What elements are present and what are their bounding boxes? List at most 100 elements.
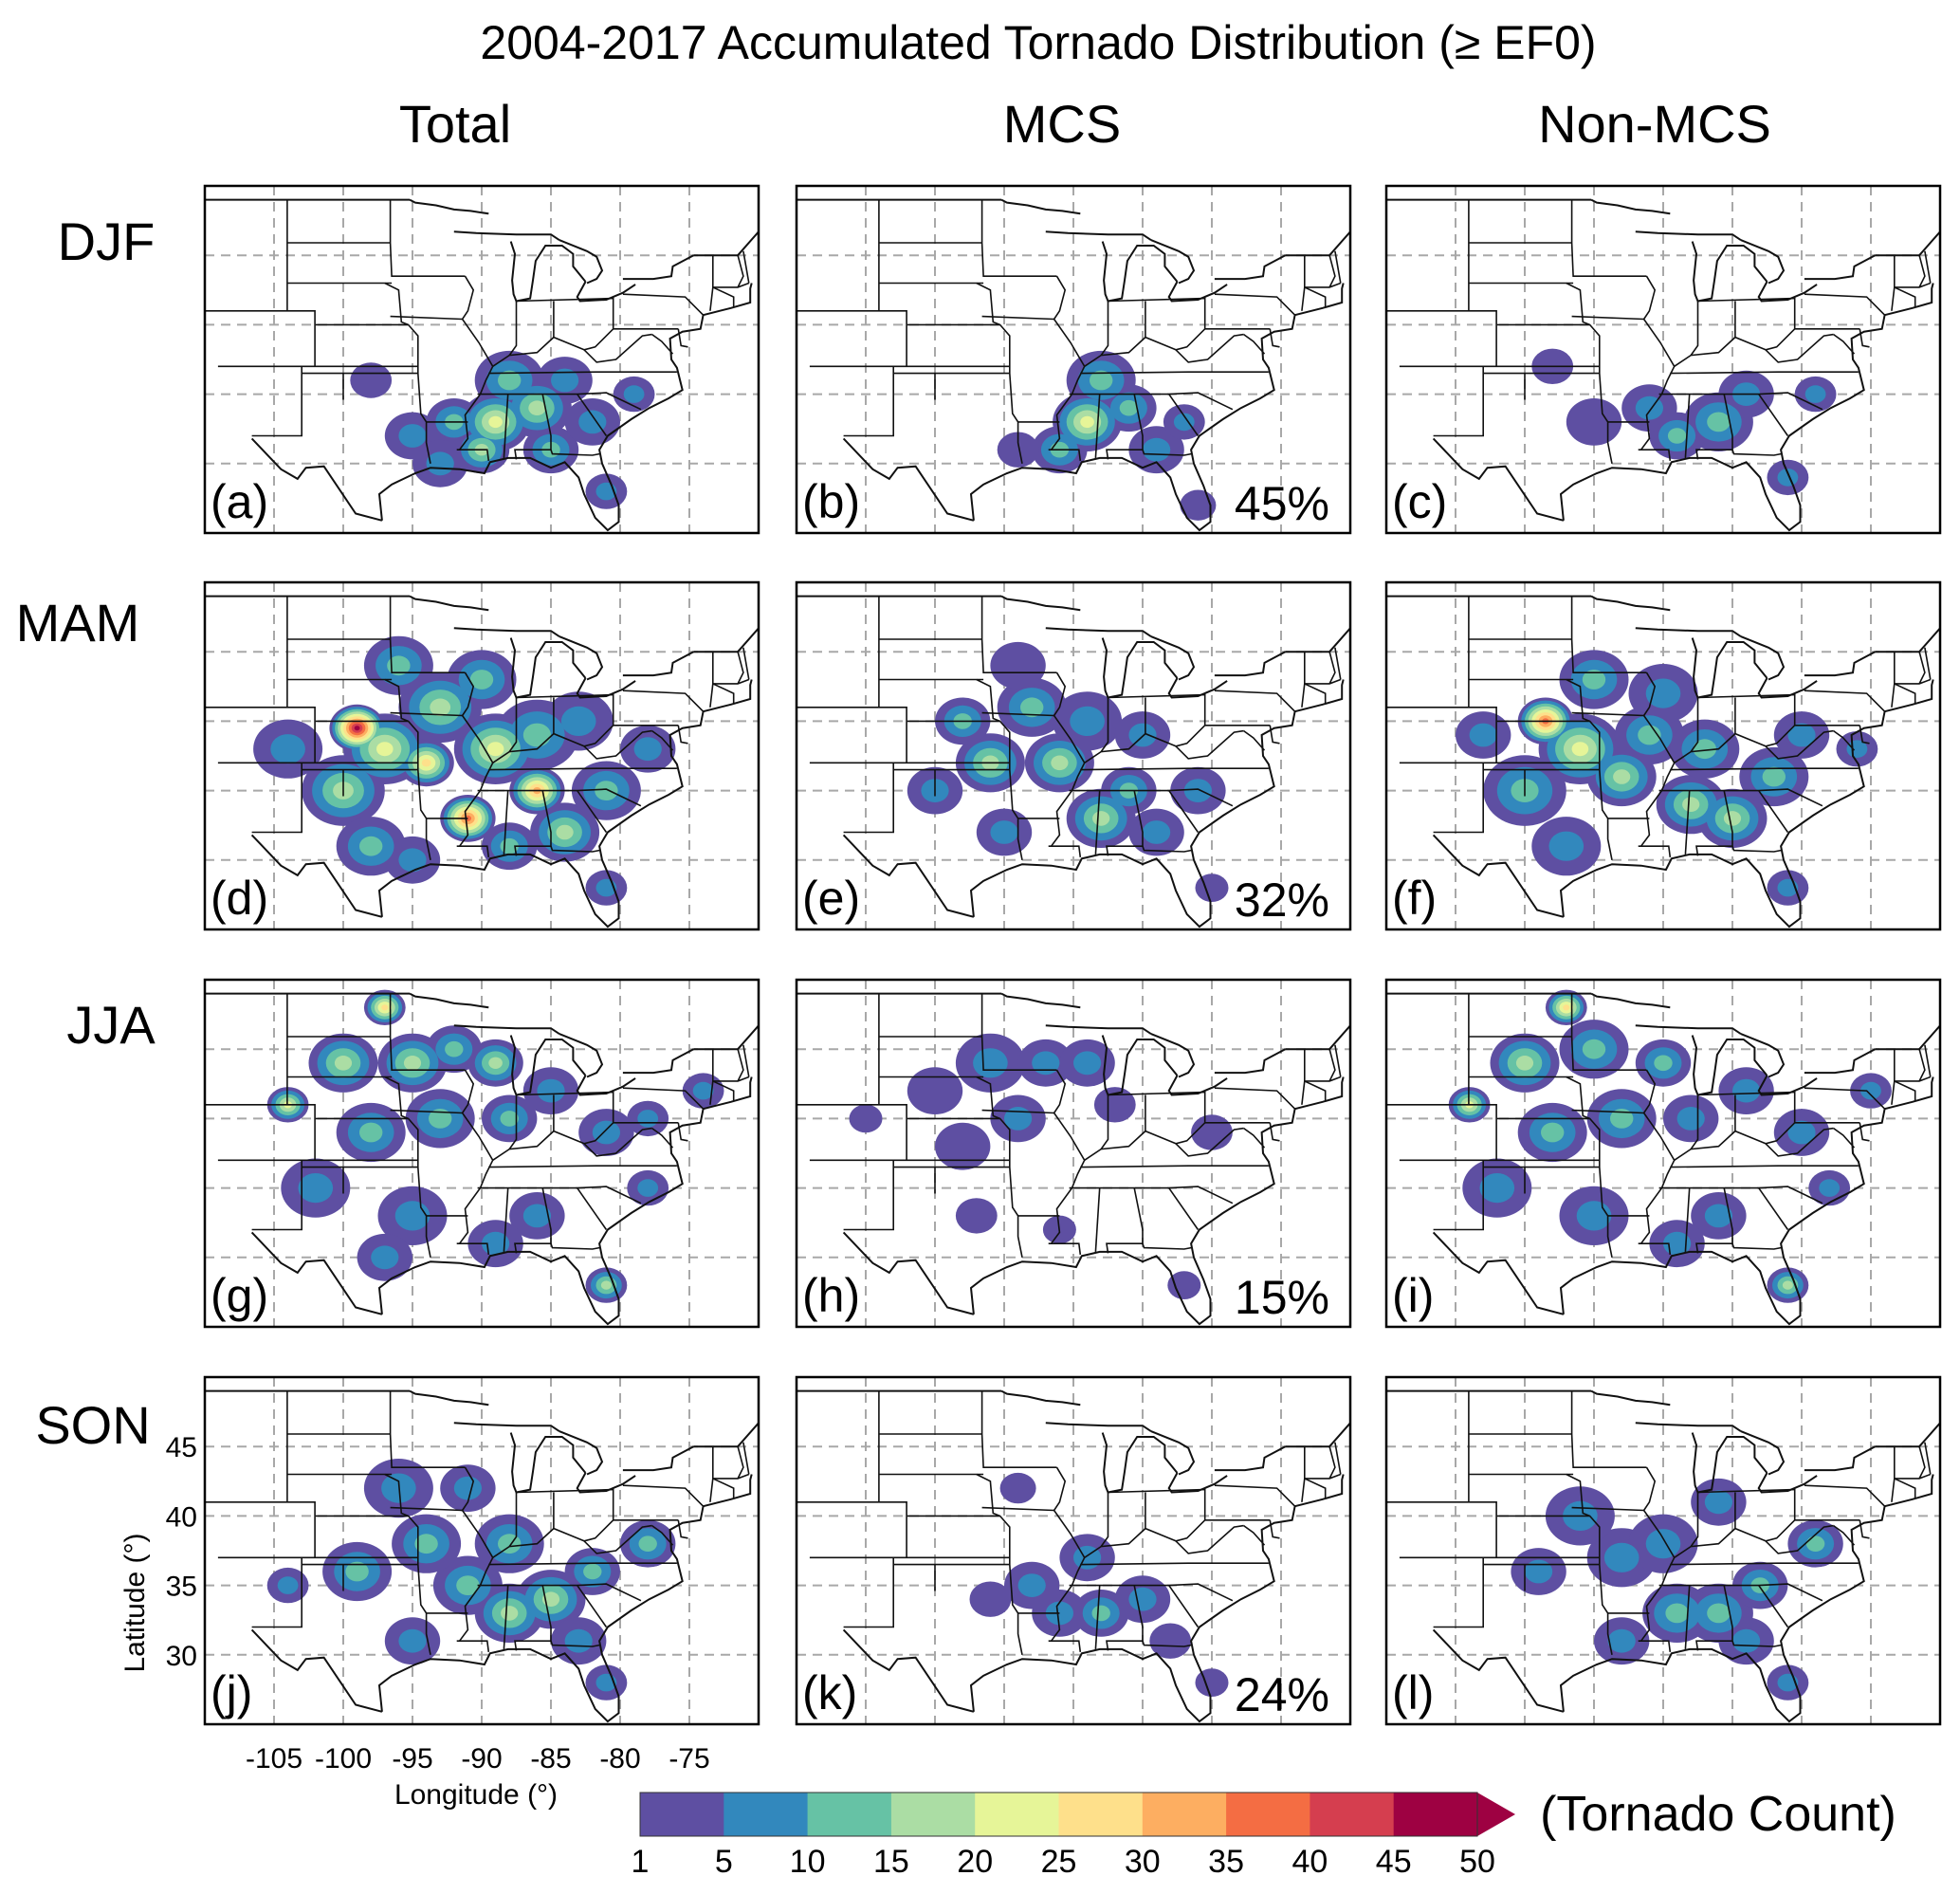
coastline [693, 626, 759, 653]
row-headers: DJF MAM JJA SON [16, 211, 156, 1455]
state-border [1100, 1094, 1109, 1150]
state-border [1048, 1242, 1082, 1256]
state-boundaries [1386, 1389, 1940, 1723]
state-border [1764, 328, 1834, 363]
state-border [1833, 333, 1856, 355]
state-border [1690, 697, 1699, 753]
state-border [1048, 845, 1082, 858]
coastline [1875, 1023, 1940, 1051]
state-border [1570, 1390, 1647, 1468]
map-panel-h: (h) 15% [795, 978, 1352, 1329]
coastline [1559, 679, 1934, 929]
state-border [577, 790, 608, 833]
state-border [622, 293, 705, 316]
state-border [980, 993, 1057, 1071]
column-headers: Total MCS Non-MCS [399, 94, 1771, 154]
density-contour-level-3 [1667, 428, 1687, 444]
coastline [1285, 1421, 1350, 1448]
panel-frame [795, 580, 1352, 931]
state-border [1697, 693, 1795, 699]
state-border [1690, 301, 1699, 357]
state-border [577, 1585, 608, 1627]
state-border [1684, 1187, 1691, 1252]
state-border [492, 336, 585, 367]
colorbar-swatch [1058, 1793, 1144, 1836]
state-border [843, 1160, 894, 1231]
state-border [1833, 1127, 1856, 1149]
density-contour-level-3 [1762, 766, 1786, 787]
colorbar-swatch [724, 1793, 809, 1836]
state-border [651, 333, 674, 355]
map-axes: Longitude (°) Latitude (°) -105 -100 -95 -9… [119, 1432, 710, 1811]
density-contour-level-2 [623, 385, 645, 403]
density-contour-level-5 [1571, 742, 1589, 757]
state-border [1334, 1442, 1342, 1475]
state-border [1214, 1087, 1296, 1110]
density-contour-level-3 [583, 1563, 602, 1580]
density-contour-level-2 [1017, 1573, 1046, 1597]
density-contour-level-2 [270, 734, 305, 764]
density-contour-level-3 [500, 1111, 519, 1127]
density-contour-level-2 [564, 1628, 593, 1653]
state-border [980, 199, 1057, 277]
state-border [1638, 449, 1672, 462]
state-border [1764, 1122, 1834, 1157]
density-contour-level-3 [522, 723, 552, 747]
density-contour-level-2 [1607, 1628, 1636, 1653]
coastline [693, 230, 759, 257]
state-border [1670, 371, 1859, 375]
density-contour-level-10 [354, 726, 360, 731]
state-border [742, 1442, 750, 1475]
colorbar-swatch [1226, 1793, 1310, 1836]
coastline [509, 637, 587, 699]
coastline [1101, 1035, 1179, 1096]
coastline [1432, 1628, 1565, 1713]
colorbar: (Tornado Count) 1 5 10 15 20 25 30 35 40 45 50 [632, 1787, 1896, 1880]
state-border [1924, 647, 1932, 680]
colorbar-tick-label: 5 [715, 1844, 733, 1880]
colorbar-swatch [1393, 1793, 1478, 1836]
state-border [1571, 1109, 1644, 1114]
state-border [981, 711, 1054, 717]
state-border [516, 693, 614, 699]
coastline [842, 437, 975, 522]
colorbar-tick-label: 25 [1041, 1844, 1077, 1880]
density-contour-level-2 [990, 820, 1018, 844]
density-contour-level-2 [1804, 385, 1826, 403]
coastline [1757, 677, 1818, 699]
coastline [1214, 254, 1286, 281]
coastline [1757, 1075, 1818, 1096]
coastline [1740, 1430, 1786, 1476]
state-border [577, 394, 608, 436]
density-contour-level-3 [498, 1534, 522, 1554]
state-border [390, 711, 463, 717]
density-contour-level-2 [277, 1576, 299, 1594]
state-border [1758, 1187, 1789, 1230]
state-border [980, 596, 1057, 673]
state-border [1433, 1557, 1484, 1628]
x-tick-label: -85 [530, 1743, 571, 1774]
panel-label-b: (b) [802, 475, 860, 528]
state-border [1758, 394, 1789, 436]
tornado-density-field [253, 635, 676, 906]
coastline [842, 1231, 975, 1315]
state-border [1571, 1506, 1644, 1512]
density-contour-level-2 [560, 706, 596, 737]
row-header-son: SON [35, 1395, 150, 1455]
coastline [559, 1033, 604, 1078]
density-contour-level-5 [376, 742, 394, 757]
column-header-non-mcs: Non-MCS [1538, 94, 1771, 154]
state-border [488, 1562, 677, 1566]
density-contour-level-3 [456, 1575, 480, 1595]
density-contour-level-3 [1582, 1039, 1606, 1059]
density-contour-level-2 [1548, 831, 1584, 861]
tornado-density-field [1456, 650, 1878, 906]
coastline [1150, 1430, 1196, 1476]
coastline [1285, 230, 1350, 257]
state-border [1386, 707, 1497, 763]
density-contour-level-2 [1603, 1542, 1639, 1572]
state-border [508, 697, 518, 753]
density-contour-level-1 [849, 1104, 883, 1133]
state-border [976, 678, 1011, 770]
state-border [1731, 845, 1782, 853]
